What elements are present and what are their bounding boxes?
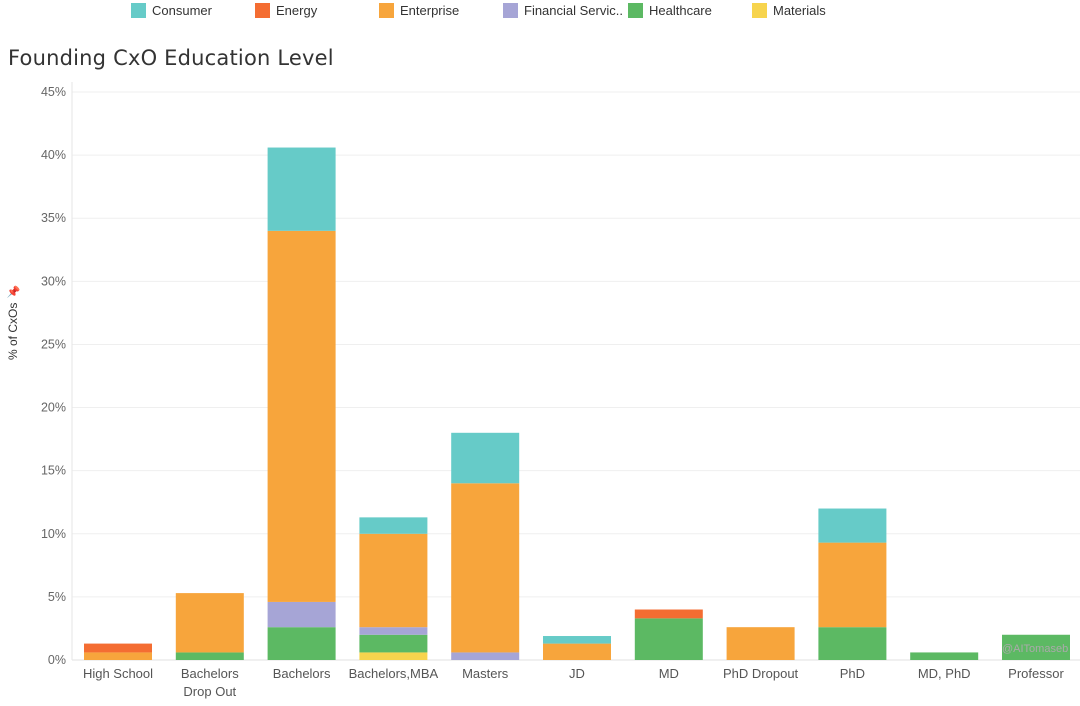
bar-segment[interactable]	[175, 652, 244, 660]
legend-swatch-enterprise	[379, 2, 394, 18]
legend-swatch-materials	[752, 2, 767, 18]
x-category-label: Bachelors	[181, 666, 239, 681]
x-category-label: Professor	[1008, 666, 1064, 681]
legend-label-consumer: Consumer	[152, 2, 212, 18]
legend-item-enterprise[interactable]: Enterprise	[379, 2, 459, 18]
legend-swatch-energy	[255, 2, 270, 18]
bar-segment[interactable]	[84, 652, 152, 660]
x-category-label: PhD Dropout	[723, 666, 799, 681]
legend-label-enterprise: Enterprise	[400, 2, 460, 18]
bar-segment[interactable]	[451, 432, 520, 484]
x-category-label: MD	[659, 666, 679, 681]
x-category-label: Drop Out	[183, 684, 236, 699]
legend-swatch-financial-services	[503, 2, 518, 18]
legend: Consumer Energy Enterprise Financial Ser…	[0, 0, 1080, 22]
y-tick-label: 10%	[41, 527, 66, 541]
bar-segment[interactable]	[359, 517, 428, 534]
watermark: @AITomaseb	[1002, 643, 1068, 655]
bar-segment[interactable]	[451, 652, 520, 660]
legend-item-energy[interactable]: Energy	[255, 2, 317, 18]
legend-label-healthcare: Healthcare	[649, 2, 712, 18]
y-tick-label: 30%	[41, 274, 66, 288]
y-tick-label: 5%	[48, 590, 66, 604]
bar-segment[interactable]	[726, 627, 795, 660]
bar-segment[interactable]	[818, 627, 887, 660]
x-category-label: MD, PhD	[918, 666, 971, 681]
y-tick-label: 0%	[48, 653, 66, 667]
x-category-label: JD	[569, 666, 585, 681]
legend-swatch-healthcare	[628, 2, 643, 18]
legend-swatch-consumer	[131, 2, 146, 18]
bar-segment[interactable]	[359, 634, 428, 653]
legend-label-financial-services: Financial Servic..	[524, 2, 623, 18]
bar-segment[interactable]	[267, 627, 336, 660]
bar-segment[interactable]	[84, 643, 152, 653]
bar-segment[interactable]	[543, 636, 611, 644]
x-category-label: PhD	[840, 666, 865, 681]
bar-segment[interactable]	[267, 147, 336, 231]
y-tick-label: 25%	[41, 337, 66, 351]
x-category-label: High School	[83, 666, 153, 681]
y-tick-label: 35%	[41, 211, 66, 225]
bar-segment[interactable]	[267, 601, 336, 628]
bar-segment[interactable]	[1002, 634, 1070, 660]
bar-segment[interactable]	[543, 643, 611, 660]
x-category-label: Masters	[462, 666, 509, 681]
x-category-label: Bachelors,MBA	[349, 666, 439, 681]
y-tick-label: 20%	[41, 401, 66, 415]
bar-segment[interactable]	[175, 593, 244, 653]
legend-label-energy: Energy	[276, 2, 318, 18]
bar-segment[interactable]	[359, 652, 428, 660]
y-tick-label: 40%	[41, 148, 66, 162]
bar-segment[interactable]	[634, 618, 703, 660]
legend-item-consumer[interactable]: Consumer	[131, 2, 212, 18]
legend-item-materials[interactable]: Materials	[752, 2, 826, 18]
y-tick-label: 15%	[41, 464, 66, 478]
legend-item-healthcare[interactable]: Healthcare	[628, 2, 712, 18]
legend-label-materials: Materials	[773, 2, 826, 18]
bar-segment[interactable]	[634, 609, 703, 619]
y-tick-label: 45%	[41, 85, 66, 99]
legend-item-financial-services[interactable]: Financial Servic..	[503, 2, 623, 18]
bar-segment[interactable]	[267, 230, 336, 602]
bar-segment[interactable]	[359, 533, 428, 628]
bar-segment[interactable]	[910, 652, 979, 660]
bar-segment[interactable]	[818, 542, 887, 628]
bar-segment[interactable]	[359, 627, 428, 635]
x-category-label: Bachelors	[273, 666, 331, 681]
bar-segment[interactable]	[818, 508, 887, 543]
chart-title: Founding CxO Education Level	[8, 46, 334, 70]
bar-segment[interactable]	[451, 483, 520, 653]
